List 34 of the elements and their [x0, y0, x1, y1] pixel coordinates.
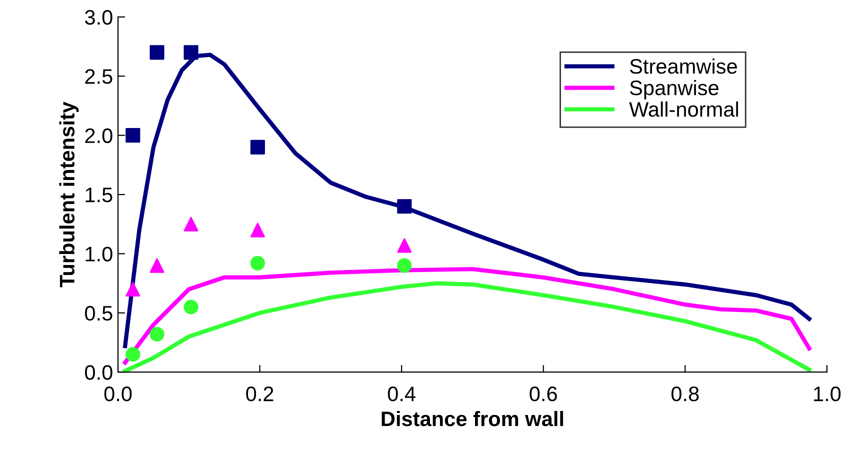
point [126, 128, 140, 143]
point [397, 199, 412, 214]
y-tick-label: 0.5 [85, 306, 112, 321]
x-tick-label: 1.0 [814, 386, 841, 402]
point [150, 326, 164, 342]
legend-label: Spanwise [630, 80, 718, 100]
point [184, 300, 198, 314]
line-series [123, 281, 812, 372]
point [250, 222, 265, 238]
y-axis-title: Turbulent intensity [59, 102, 79, 288]
point [250, 256, 265, 270]
legend-label: Streamwise [630, 58, 737, 74]
point [150, 258, 164, 273]
point [126, 282, 140, 297]
x-tick-label: 0.4 [388, 386, 416, 402]
x-axis-title: Distance from wall [382, 410, 564, 426]
point [250, 140, 265, 154]
y-tick-label: 2.5 [85, 69, 112, 84]
x-tick-label: 0.2 [246, 386, 274, 402]
x-tick-label: 0.0 [104, 386, 132, 402]
point [184, 216, 198, 232]
legend-label: Wall-normal [629, 101, 738, 117]
point [126, 347, 140, 362]
y-tick-label: 3.0 [84, 10, 112, 25]
y-tick-label: 2.0 [85, 128, 112, 144]
x-tick-label: 0.6 [530, 386, 557, 402]
y-tick-label: 0.0 [85, 365, 112, 380]
y-tick-label: 1.0 [86, 246, 112, 262]
point [150, 45, 164, 60]
point [397, 258, 412, 273]
point [184, 45, 198, 60]
x-tick-label: 0.8 [671, 386, 699, 402]
point [397, 238, 412, 253]
y-tick-label: 1.5 [86, 188, 112, 202]
